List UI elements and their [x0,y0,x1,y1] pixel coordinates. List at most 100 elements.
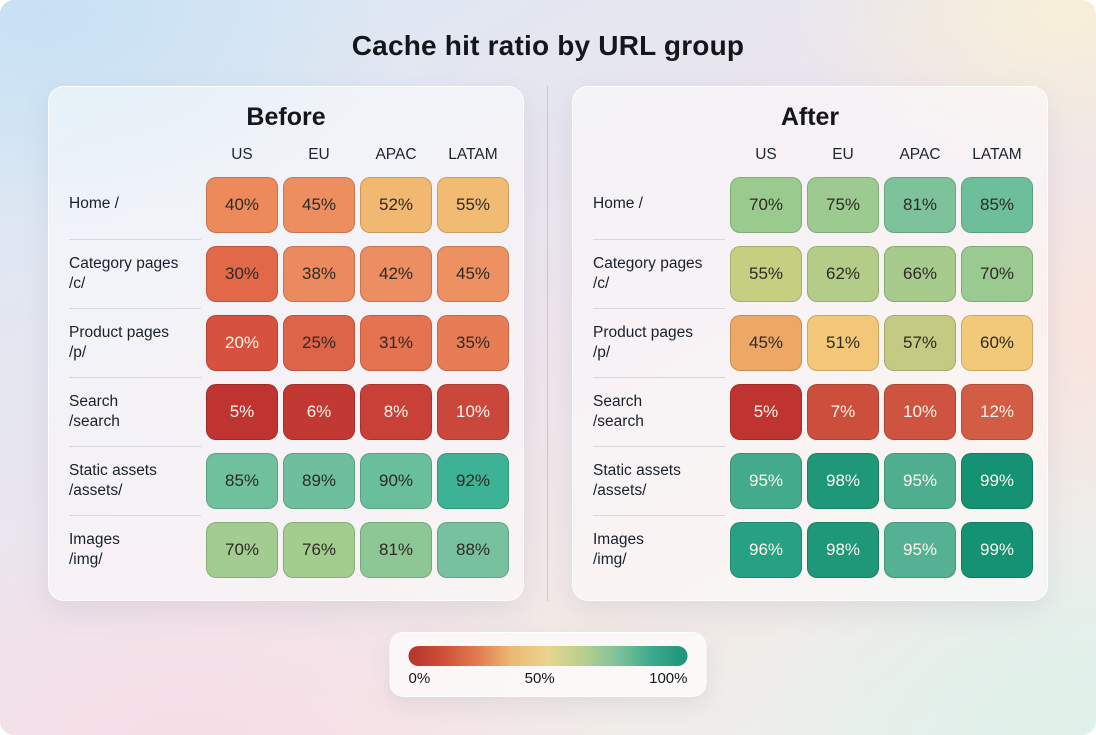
row-label: Category pages/c/ [593,239,725,308]
heatmap-cell: 81% [360,521,432,578]
heatmap-cell: 6% [283,383,355,440]
heatmap-cell: 60% [961,314,1033,371]
heatmap-cell: 10% [437,383,509,440]
heatmap-cell: 95% [730,452,802,509]
heatmap-cell: 52% [360,176,432,233]
heatmap-cell: 88% [437,521,509,578]
heatmap-cell: 70% [961,245,1033,302]
row-label-text: Images [69,530,120,548]
heatmap-cell: 99% [961,452,1033,509]
row-label: Search/search [69,377,201,446]
heatmap-cell: 45% [437,245,509,302]
panel-before: Before US EU APAC LATAM Home /40% 45% 52% 55% Ca… [48,86,524,601]
heatmap-cell: 98% [807,521,879,578]
heatmap-cell: 35% [437,314,509,371]
heatmap-cell: 5% [206,383,278,440]
row-label-text: Static assets [69,461,157,479]
heatmap-cell: 89% [283,452,355,509]
row-label-path: /c/ [69,275,86,292]
panel-after-title: After [780,103,840,131]
heatmap-grid-before: US EU APAC LATAM Home /40% 45% 52% 55% Category … [69,140,509,584]
row-label-path: /search [593,413,644,430]
heatmap-cell: 20% [206,314,278,371]
heatmap-cell: 95% [884,521,956,578]
row-label-text: Static assets [593,461,681,479]
row-label: Product pages/p/ [69,308,201,377]
heatmap-cell: 12% [961,383,1033,440]
heatmap-cell: 30% [206,245,278,302]
heatmap-cell: 7% [807,383,879,440]
heatmap-cell: 99% [961,521,1033,578]
heatmap-cell: 95% [884,452,956,509]
heatmap-cell: 31% [360,314,432,371]
heatmap-cell: 45% [283,176,355,233]
row-label: Product pages/p/ [593,308,725,377]
row-label: Search/search [593,377,725,446]
row-label-path: /img/ [69,551,103,568]
heatmap-cell: 55% [730,245,802,302]
heatmap-cell: 75% [807,176,879,233]
row-label-path: /assets/ [69,482,123,499]
heatmap-cell: 8% [360,383,432,440]
heatmap-cell: 76% [283,521,355,578]
heatmap-cell: 66% [884,245,956,302]
page-title: Cache hit ratio by URL group [351,30,745,61]
heatmap-cell: 5% [730,383,802,440]
heatmap-cell: 62% [807,245,879,302]
heatmap-cell: 90% [360,452,432,509]
row-label: Images/img/ [69,515,201,584]
column-header: APAC [899,146,941,163]
legend-gradient-bar [408,646,688,666]
heatmap-cell: 38% [283,245,355,302]
legend-min-label: 0% [408,670,431,687]
heatmap-cell: 70% [730,176,802,233]
legend-labels: 0% 50% 100% [409,670,688,687]
heatmap-cell: 40% [206,176,278,233]
heatmap-grid-after: US EU APAC LATAM Home /70% 75% 81% 85% Category … [593,140,1033,584]
row-label-text: Product pages [593,323,693,341]
panels-container: Before US EU APAC LATAM Home /40% 45% 52% 55% Ca… [48,86,1048,601]
row-label: Home / [593,170,725,239]
row-label-text: Search [593,392,643,410]
heatmap-cell: 57% [884,314,956,371]
row-label-text: Search [69,392,119,410]
column-header: APAC [375,146,417,163]
row-label: Home / [69,170,201,239]
panel-divider [547,86,548,601]
heatmap-cell: 98% [807,452,879,509]
row-label: Category pages/c/ [69,239,201,308]
column-header: US [755,146,777,163]
legend: 0% 50% 100% [389,632,707,697]
heatmap-cell: 10% [884,383,956,440]
column-header: EU [308,146,330,163]
row-label-text: Category pages [593,254,703,272]
row-label: Static assets/assets/ [69,446,201,515]
row-label-path: /p/ [69,344,87,361]
column-header: EU [832,146,854,163]
row-label-text: Product pages [69,323,169,341]
row-label-path: /assets/ [593,482,647,499]
heatmap-cell: 42% [360,245,432,302]
legend-max-label: 100% [649,670,688,687]
heatmap-cell: 92% [437,452,509,509]
panel-after: After US EU APAC LATAM Home /70% 75% 81% 85% Cat… [572,86,1048,601]
row-label-text: Category pages [69,254,179,272]
legend-mid-label: 50% [524,670,555,687]
row-label-path: /img/ [593,551,627,568]
row-label-text: Images [593,530,644,548]
row-label-path: /c/ [593,275,610,292]
row-label: Static assets/assets/ [593,446,725,515]
heatmap-cell: 85% [206,452,278,509]
column-header: US [231,146,253,163]
heatmap-cell: 81% [884,176,956,233]
panel-before-title: Before [246,103,326,131]
heatmap-cell: 45% [730,314,802,371]
column-header: LATAM [448,146,498,163]
heatmap-cell: 70% [206,521,278,578]
column-header: LATAM [972,146,1022,163]
heatmap-cell: 55% [437,176,509,233]
heatmap-cell: 96% [730,521,802,578]
heatmap-cell: 25% [283,314,355,371]
heatmap-cell: 51% [807,314,879,371]
